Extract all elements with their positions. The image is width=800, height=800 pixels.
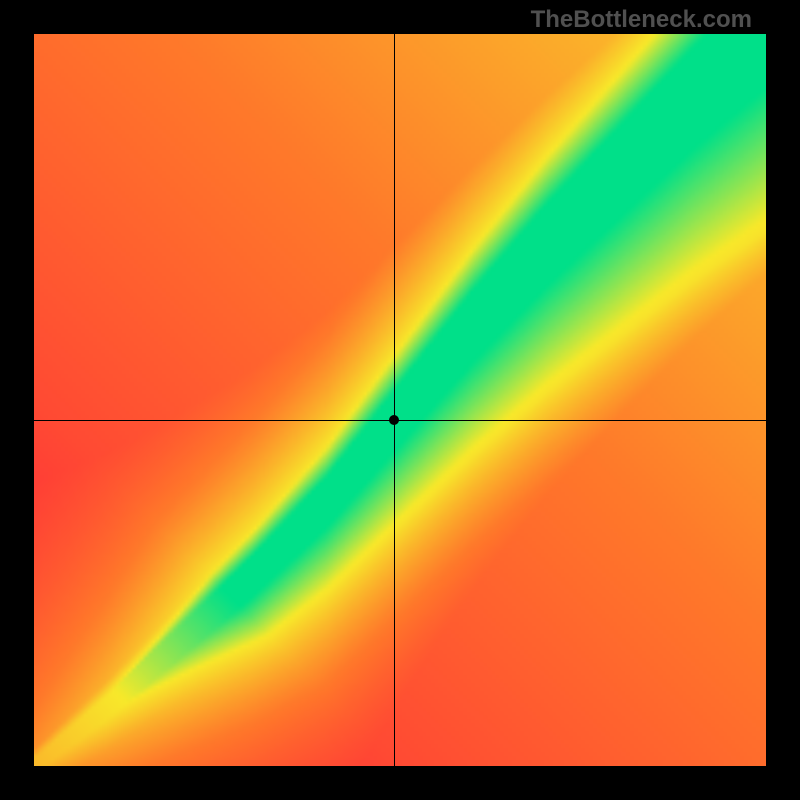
- plot-area: [34, 34, 766, 766]
- heatmap-canvas: [34, 34, 766, 766]
- crosshair-vertical: [394, 34, 395, 766]
- watermark-text: TheBottleneck.com: [531, 6, 752, 34]
- crosshair-horizontal: [34, 420, 766, 421]
